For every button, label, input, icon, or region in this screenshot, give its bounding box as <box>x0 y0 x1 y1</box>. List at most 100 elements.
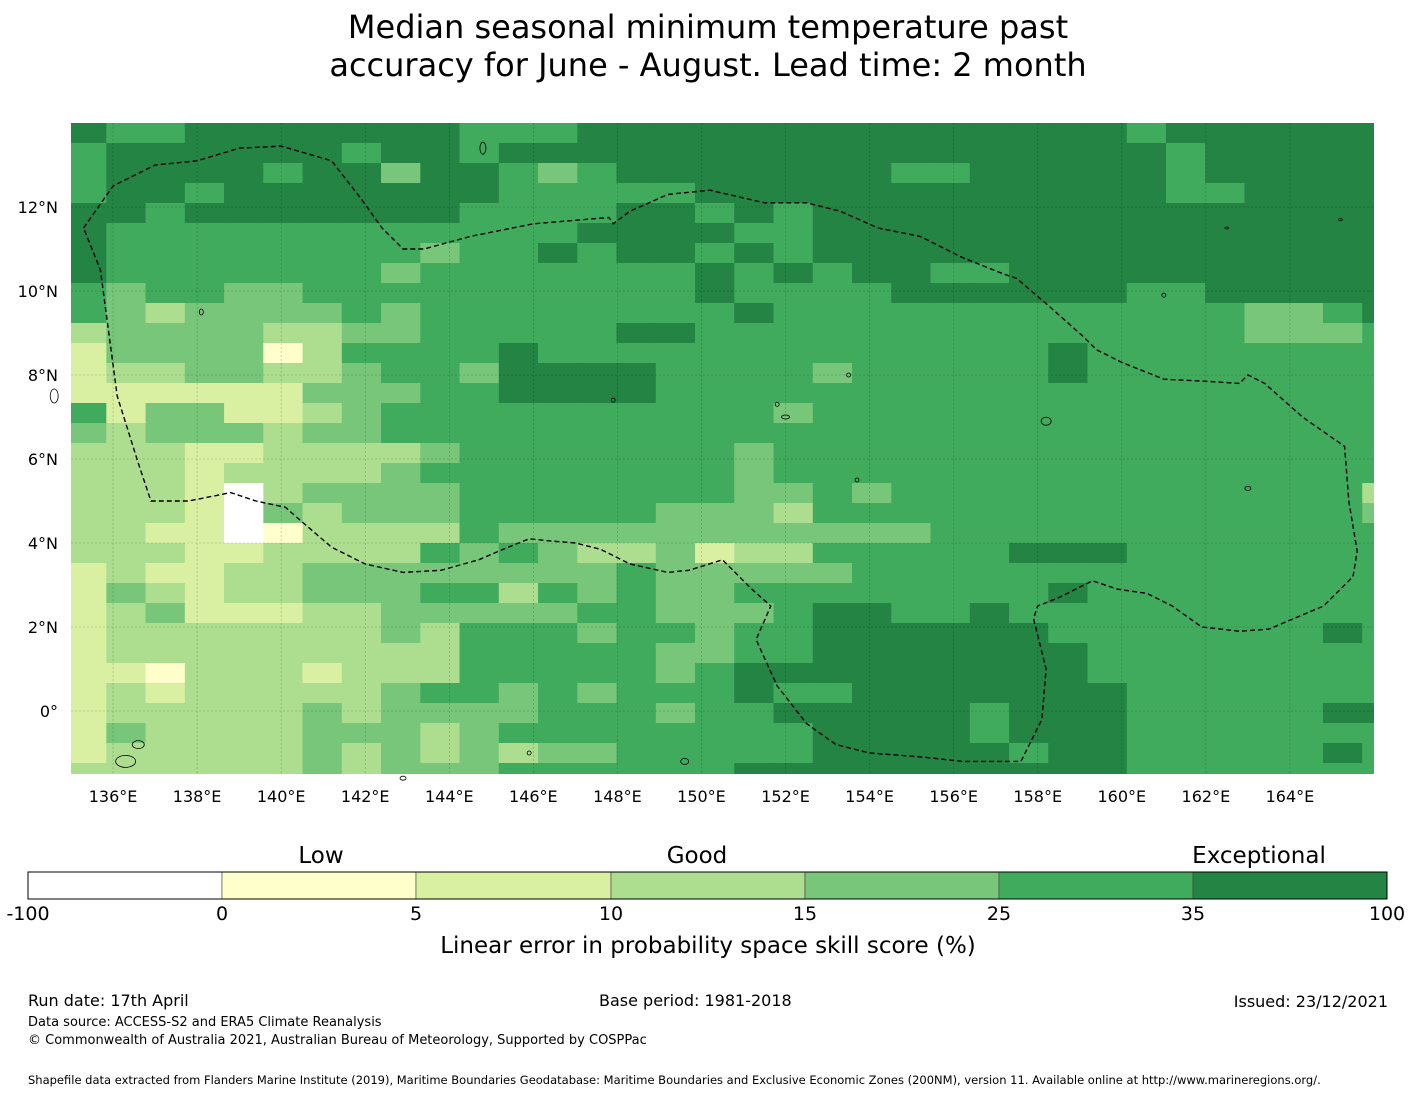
skill-cell <box>773 723 814 744</box>
skill-cell <box>852 643 892 664</box>
skill-cell <box>263 703 304 724</box>
skill-cell <box>852 463 892 484</box>
skill-cell <box>1362 403 1374 424</box>
skill-cell <box>655 323 696 344</box>
skill-cell <box>71 423 107 444</box>
skill-cell <box>145 363 186 384</box>
skill-cell <box>773 183 814 204</box>
skill-cell <box>734 183 775 204</box>
skill-cell <box>695 263 735 284</box>
skill-cell <box>852 543 892 564</box>
skill-cell <box>852 163 892 184</box>
skill-cell <box>538 583 578 604</box>
skill-cell <box>773 463 814 484</box>
skill-cell <box>1322 443 1363 464</box>
skill-cell <box>930 663 971 684</box>
skill-cell <box>106 123 147 144</box>
skill-cell <box>459 343 500 364</box>
skill-cell <box>969 503 1010 524</box>
skill-cell <box>655 343 696 364</box>
skill-cell <box>734 583 775 604</box>
skill-cell <box>420 563 461 584</box>
skill-cell <box>577 423 618 444</box>
skill-cell <box>695 723 735 744</box>
skill-cell <box>930 763 971 774</box>
skill-cell <box>1048 663 1089 684</box>
skill-cell <box>1009 763 1049 774</box>
skill-cell <box>341 583 382 604</box>
skill-cell <box>538 603 578 624</box>
skill-cell <box>969 763 1010 774</box>
skill-cell <box>1009 263 1049 284</box>
island-outline <box>115 755 137 768</box>
skill-cell <box>224 263 264 284</box>
skill-cell <box>1126 223 1167 244</box>
skill-cell <box>498 723 539 744</box>
skill-cell <box>852 143 892 164</box>
skill-cell <box>969 683 1010 704</box>
skill-cell <box>969 443 1010 464</box>
skill-cell <box>263 203 304 224</box>
skill-cell <box>71 183 107 204</box>
skill-cell <box>224 723 264 744</box>
skill-cell <box>812 383 853 404</box>
skill-cell <box>1048 203 1089 224</box>
skill-cell <box>891 463 932 484</box>
skill-cell <box>538 483 578 504</box>
skill-cell <box>106 663 147 684</box>
skill-cell <box>1205 183 1246 204</box>
skill-cell <box>969 403 1010 424</box>
skill-cell <box>1283 183 1324 204</box>
title-line-1: Median seasonal minimum temperature past <box>347 8 1069 46</box>
skill-cell <box>577 623 618 644</box>
island-outline <box>49 388 59 404</box>
skill-cell <box>1087 383 1128 404</box>
skill-cell <box>381 523 421 544</box>
skill-cell <box>1165 323 1206 344</box>
skill-cell <box>145 423 186 444</box>
skill-cell <box>184 283 225 304</box>
skill-cell <box>616 143 657 164</box>
skill-cell <box>1322 743 1363 764</box>
skill-cell <box>852 683 892 704</box>
lon-tick-label: 162°E <box>1182 787 1231 806</box>
skill-cell <box>655 403 696 424</box>
skill-cell <box>302 203 343 224</box>
skill-cell <box>1205 723 1246 744</box>
skill-cell <box>695 703 735 724</box>
skill-cell <box>695 203 735 224</box>
skill-cell <box>616 443 657 464</box>
skill-cell <box>852 763 892 774</box>
skill-cell <box>695 743 735 764</box>
skill-cell <box>1322 663 1363 684</box>
skill-cell <box>1165 683 1206 704</box>
skill-cell <box>1205 343 1246 364</box>
skill-cell <box>1244 123 1285 144</box>
skill-cell <box>71 143 107 164</box>
skill-cell <box>734 503 775 524</box>
skill-cell <box>341 323 382 344</box>
skill-cell <box>773 583 814 604</box>
skill-cell <box>1048 223 1089 244</box>
skill-cell <box>341 443 382 464</box>
skill-cell <box>1205 543 1246 564</box>
skill-cell <box>498 743 539 764</box>
skill-cell <box>459 743 500 764</box>
skill-cell <box>1283 163 1324 184</box>
skill-cell <box>1165 463 1206 484</box>
skill-cell <box>616 163 657 184</box>
skill-cell <box>1087 683 1128 704</box>
base-period: Base period: 1981-2018 <box>599 991 792 1010</box>
skill-cell <box>263 723 304 744</box>
skill-cell <box>459 223 500 244</box>
skill-cell <box>773 603 814 624</box>
skill-cell <box>1048 603 1089 624</box>
skill-cell <box>930 163 971 184</box>
skill-cell <box>1322 123 1363 144</box>
skill-cell <box>577 303 618 324</box>
skill-cell <box>734 343 775 364</box>
skill-cell <box>734 443 775 464</box>
skill-cell <box>969 723 1010 744</box>
skill-cell <box>145 203 186 224</box>
skill-cell <box>1244 643 1285 664</box>
